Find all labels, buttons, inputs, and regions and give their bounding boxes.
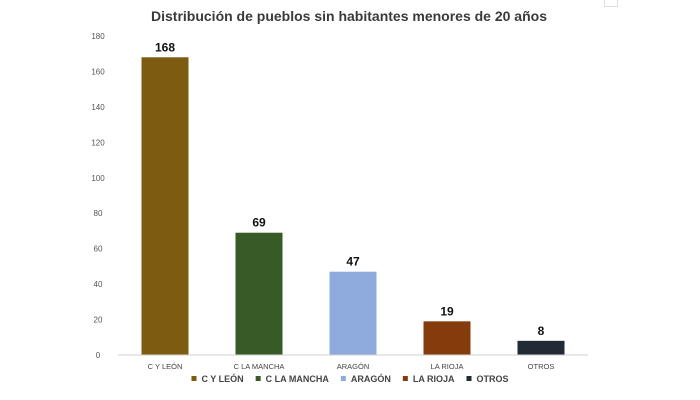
legend-item: C Y LEÓN <box>191 373 244 384</box>
legend-swatch <box>191 376 197 381</box>
chart-title: Distribución de pueblos sin habitantes m… <box>151 8 547 24</box>
bar <box>517 340 565 355</box>
x-tick-label: ARAGÓN <box>337 362 370 371</box>
legend-item: C LA MANCHA <box>255 374 330 384</box>
x-tick-label: C LA MANCHA <box>234 362 285 371</box>
data-label: 47 <box>346 255 360 269</box>
legend-swatch <box>402 376 408 381</box>
legend-swatch <box>255 376 261 381</box>
bar <box>423 321 471 355</box>
legend-item: OTROS <box>466 374 509 384</box>
y-tick-label: 120 <box>91 138 105 147</box>
y-tick-label: 40 <box>94 280 103 289</box>
y-tick-label: 140 <box>91 103 105 112</box>
legend-label: LA RIOJA <box>413 374 455 384</box>
legend-swatch <box>466 376 472 381</box>
data-label: 8 <box>538 324 545 338</box>
y-tick-label: 180 <box>91 32 105 41</box>
legend-label: ARAGÓN <box>351 373 391 384</box>
bar <box>141 57 189 356</box>
bar <box>329 271 377 355</box>
x-tick-label: OTROS <box>528 362 555 371</box>
y-tick-label: 80 <box>94 209 103 218</box>
legend-swatch <box>340 376 346 381</box>
bar <box>235 232 283 355</box>
legend-label: OTROS <box>477 374 509 384</box>
data-label: 19 <box>440 304 454 318</box>
y-axis: 0 20 40 60 80 100 120 140 160 180 <box>91 32 105 360</box>
y-tick-label: 0 <box>96 351 101 360</box>
y-tick-label: 100 <box>91 174 105 183</box>
y-tick-label: 20 <box>94 316 103 325</box>
x-tick-label: LA RIOJA <box>431 362 464 371</box>
legend-label: C Y LEÓN <box>201 373 243 384</box>
y-tick-label: 160 <box>91 67 105 76</box>
legend-item: ARAGÓN <box>340 373 391 384</box>
legend-label: C LA MANCHA <box>266 374 330 384</box>
legend-item: LA RIOJA <box>402 374 455 384</box>
legend: C Y LEÓN C LA MANCHA ARAGÓN LA RIOJA OTROS <box>191 373 509 384</box>
bars: 168 69 47 19 8 <box>141 40 565 356</box>
corner-mark <box>604 0 618 7</box>
x-tick-label: C Y LEÓN <box>148 362 183 371</box>
x-axis: C Y LEÓN C LA MANCHA ARAGÓN LA RIOJA OTROS <box>118 354 588 371</box>
data-label: 69 <box>252 216 266 230</box>
y-tick-label: 60 <box>94 245 103 254</box>
data-label: 168 <box>155 40 175 54</box>
